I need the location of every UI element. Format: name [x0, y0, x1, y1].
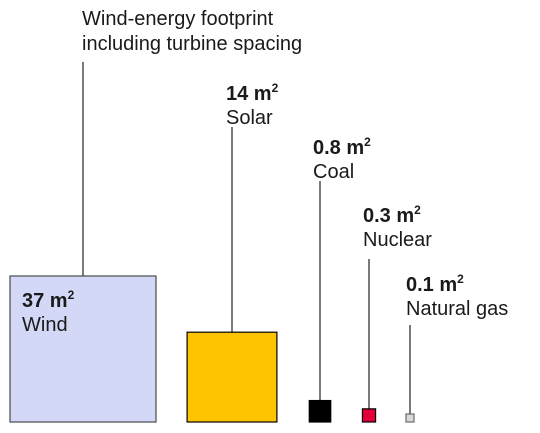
label-solar: 14 m2 Solar: [226, 82, 278, 130]
value-coal: 0.8 m2: [313, 135, 371, 159]
value-solar: 14 m2: [226, 81, 279, 105]
label-natural-gas: 0.1 m2 Natural gas: [406, 273, 508, 321]
square-coal: [308, 399, 332, 423]
annotation-line-2: including turbine spacing: [82, 33, 303, 55]
square-natural-gas: [405, 413, 415, 423]
value-natural-gas: 0.1 m2: [406, 272, 464, 296]
square-nuclear: [361, 408, 377, 423]
name-wind: Wind: [22, 314, 68, 336]
name-solar: Solar: [226, 107, 273, 129]
square-solar: [186, 331, 278, 423]
value-nuclear: 0.3 m2: [363, 203, 421, 227]
wind-spacing-annotation: Wind-energy footprint including turbine …: [82, 7, 302, 57]
name-nuclear: Nuclear: [363, 229, 432, 251]
label-nuclear: 0.3 m2 Nuclear: [363, 204, 432, 252]
label-coal: 0.8 m2 Coal: [313, 136, 371, 184]
label-wind: 37 m2 Wind: [22, 289, 74, 337]
square-wind: [9, 275, 157, 423]
name-coal: Coal: [313, 161, 355, 183]
name-natural-gas: Natural gas: [406, 298, 509, 320]
annotation-line-1: Wind-energy footprint: [82, 8, 274, 30]
value-wind: 37 m2: [22, 288, 75, 312]
